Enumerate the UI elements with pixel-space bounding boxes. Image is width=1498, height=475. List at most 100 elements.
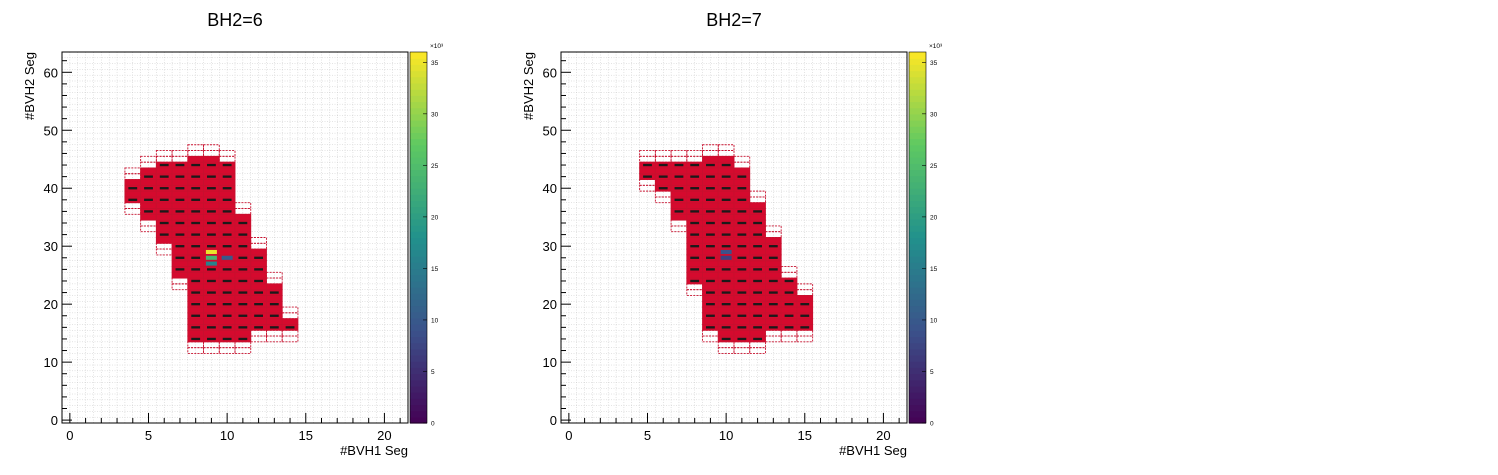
- bin-content-mark: [269, 326, 279, 329]
- bin-content-mark: [753, 268, 762, 271]
- heatmap-bin: [187, 318, 205, 325]
- bin-content-mark: [800, 303, 810, 306]
- colorbar-segment: [410, 107, 427, 115]
- heatmap-bin: [686, 179, 704, 186]
- heatmap-bin: [187, 237, 205, 244]
- heatmap-bin: [717, 167, 735, 175]
- bin-content-mark: [191, 279, 201, 283]
- heatmap-bin: [203, 237, 220, 244]
- bin-content-mark: [175, 256, 185, 259]
- bin-content-mark: [207, 303, 216, 306]
- bin-content-mark: [238, 337, 248, 341]
- heatmap-bin: [717, 237, 735, 244]
- heatmap-bin: [218, 329, 236, 337]
- heatmap-bin: [155, 150, 173, 157]
- bin-content-mark: [768, 245, 778, 248]
- heatmap-bin: [203, 155, 220, 163]
- heatmap-bin: [203, 225, 220, 233]
- bin-content-mark: [207, 279, 216, 283]
- bin-content-mark: [238, 221, 248, 225]
- heatmap-bin: [686, 248, 704, 256]
- bin-content-mark: [706, 279, 715, 283]
- bin-content-mark: [175, 210, 185, 213]
- heatmap-bin: [203, 179, 220, 186]
- colorbar-segment: [909, 305, 926, 313]
- bin-content-mark: [254, 279, 263, 283]
- heatmap-bin: [250, 242, 267, 250]
- heatmap-bin: [250, 335, 267, 343]
- bin-content-mark: [191, 268, 201, 271]
- bin-content-mark: [207, 314, 216, 317]
- colorbar-segment: [410, 231, 427, 239]
- heatmap-bin: [765, 260, 782, 267]
- bin-content-mark: [737, 268, 747, 271]
- colorbar-segment: [909, 416, 926, 424]
- heatmap-bin: [702, 283, 719, 291]
- filled-bins: [124, 144, 299, 354]
- bin-content-mark: [207, 291, 216, 294]
- bin-content-mark: [254, 268, 263, 271]
- bin-content-mark: [768, 326, 778, 329]
- bin-content-mark: [222, 210, 232, 213]
- heatmap-bin: [218, 225, 236, 233]
- bin-content-mark: [674, 187, 684, 190]
- heatmap-bin: [218, 150, 236, 157]
- heatmap-bin: [218, 213, 236, 221]
- colorbar-segment: [909, 163, 926, 171]
- colorbar-segment: [909, 354, 926, 362]
- bin-content-mark: [643, 163, 652, 167]
- bin-content-mark: [175, 268, 185, 271]
- bin-content-mark: [269, 303, 279, 306]
- bin-content-mark: [737, 291, 747, 294]
- heatmap-bin: [187, 179, 205, 186]
- colorbar-segment: [909, 138, 926, 146]
- heatmap-bin: [702, 237, 719, 244]
- heatmap-bin: [765, 318, 782, 325]
- hotspot-bin: [720, 255, 732, 260]
- bin-content-mark: [721, 198, 731, 201]
- heatmap-bin: [686, 213, 704, 221]
- bin-content-mark: [191, 221, 201, 225]
- bin-content-mark: [706, 233, 715, 236]
- bin-content-mark: [784, 303, 794, 306]
- heatmap-svg: BH2=70 5 10 15 20#BVH1 Seg0102030405060#BVH2…: [521, 10, 943, 458]
- bin-content-mark: [706, 314, 715, 317]
- heatmap-bin: [670, 190, 688, 198]
- heatmap-bin: [266, 295, 283, 302]
- heatmap-bin: [670, 167, 688, 175]
- bin-content-mark: [191, 326, 201, 329]
- heatmap-bin: [234, 248, 252, 256]
- colorbar-segment: [909, 70, 926, 78]
- colorbar-tick-label: 15: [431, 266, 439, 273]
- heatmap-bin: [140, 190, 157, 198]
- heatmap-bin: [796, 335, 814, 343]
- x-tick-label: 0: [66, 428, 73, 443]
- heatmap-bin: [670, 213, 688, 221]
- colorbar-segment: [909, 58, 926, 65]
- x-tick-label: 0: [565, 428, 572, 443]
- colorbar-segment: [410, 361, 427, 368]
- bin-content-mark: [175, 187, 185, 190]
- heatmap-bin: [218, 202, 236, 209]
- colorbar-segment: [410, 82, 427, 90]
- colorbar-segment: [410, 336, 427, 344]
- heatmap-bin: [187, 155, 205, 163]
- heatmap-bin: [171, 213, 189, 221]
- bin-content-mark: [721, 337, 731, 341]
- bin-content-mark: [753, 326, 762, 329]
- heatmap-bin: [686, 271, 704, 279]
- colorbar-segment: [410, 348, 427, 356]
- x-axis-label: #BVH1 Seg: [340, 443, 408, 458]
- colorbar-segment: [909, 113, 926, 121]
- bin-content-mark: [222, 303, 232, 306]
- colorbar-segment: [410, 354, 427, 362]
- bin-content-mark: [721, 187, 731, 190]
- heatmap-bin: [187, 202, 205, 209]
- heatmap-bin: [717, 155, 735, 163]
- colorbar-segment: [909, 194, 926, 201]
- colorbar-frame: [908, 51, 927, 424]
- x-tick-label: 20: [377, 428, 391, 443]
- colorbar-segment: [909, 231, 926, 239]
- colorbar-segment: [909, 268, 926, 276]
- bin-content-mark: [658, 175, 668, 178]
